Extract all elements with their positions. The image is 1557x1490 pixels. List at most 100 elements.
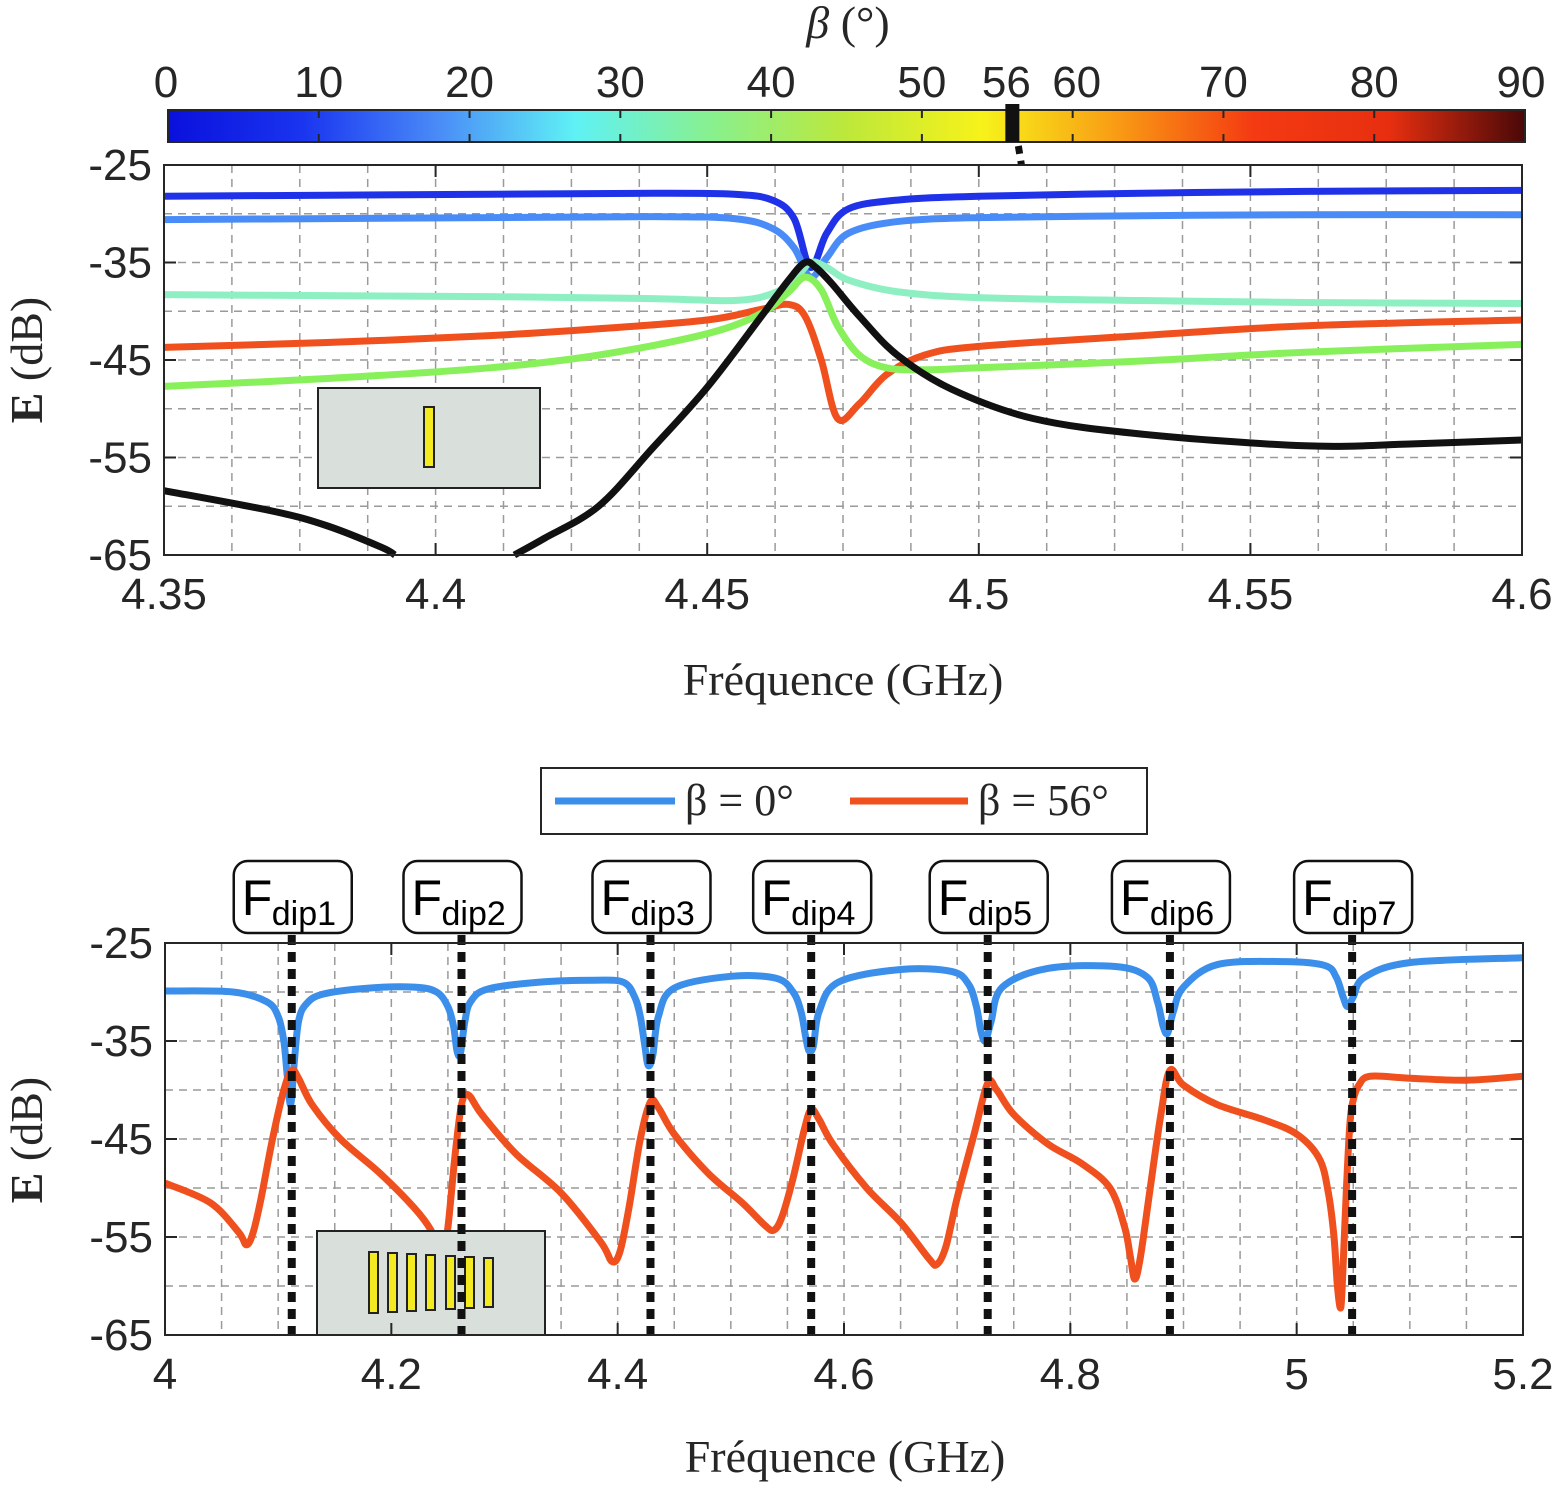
inset-element-3 [406, 1253, 417, 1312]
bottom-plot-inset [316, 1230, 546, 1336]
dip-label-main: F [938, 870, 969, 926]
dip-label-main: F [242, 870, 273, 926]
colorbar-tick-label-70: 70 [1199, 58, 1248, 107]
x-tick-label-4.8: 4.8 [1040, 1350, 1101, 1399]
dip-label-sub: dip6 [1150, 895, 1214, 933]
x-tick-label-4.5: 4.5 [948, 570, 1009, 619]
colorbar-tick-labels: 0 10 20 30 40 50 60 70 80 90 [154, 58, 1546, 107]
colorbar-title: β (°) [805, 0, 889, 48]
top-ylabel-bold: E [1, 393, 52, 424]
x-tick-label-4.2: 4.2 [361, 1350, 422, 1399]
top-plot-ylabel: E (dB) [1, 297, 52, 424]
bottom-plot-grid [165, 943, 1523, 1335]
series-line-5 [163, 487, 397, 559]
colorbar-title-unit: (°) [829, 0, 890, 48]
colorbar-gradient [167, 109, 1526, 143]
dip-label-sub: dip2 [441, 895, 505, 933]
y-tick-label--65: -65 [89, 1311, 153, 1360]
top-plot-xlabel: Fréquence (GHz) [683, 654, 1004, 705]
bottom-plot-xlabel: Fréquence (GHz) [685, 1431, 1006, 1482]
x-tick-label-4.6: 4.6 [813, 1350, 874, 1399]
top-plot-ticks: 4.35 4.4 4.45 4.5 4.55 4.6 -25 -35 -45 -55 -65 [88, 141, 1552, 619]
y-tick-label--45: -45 [88, 336, 152, 385]
y-tick-label--25: -25 [89, 919, 153, 968]
top-ylabel-rest: (dB) [1, 297, 52, 393]
series-line-0 [164, 954, 1524, 1109]
dip-label-box [1292, 859, 1414, 935]
inset-element-7 [483, 1257, 494, 1308]
dip-label-sub: dip7 [1332, 895, 1396, 933]
colorbar-tick-label-50: 50 [897, 58, 946, 107]
inset-element-4 [425, 1254, 436, 1311]
bottom-ylabel-bold: E [1, 1173, 52, 1204]
inset-element-5 [445, 1255, 456, 1310]
bottom-plot-ticks: 4 4.2 4.4 4.6 4.8 5 5.2 -25 -35 -45 -55 -65 [89, 919, 1553, 1399]
colorbar-marker-label: 56 [982, 58, 1031, 107]
x-tick-label-4.45: 4.45 [664, 570, 750, 619]
y-tick-label--45: -45 [89, 1115, 153, 1164]
colorbar: β (°) 0 10 20 30 40 50 60 70 80 90 56 [154, 0, 1546, 446]
colorbar-tick-label-40: 40 [747, 58, 796, 107]
top-plot-inset [317, 387, 541, 489]
colorbar-marker-56 [1005, 104, 1020, 142]
dip-label-box [751, 859, 873, 935]
colorbar-tick-label-90: 90 [1497, 58, 1546, 107]
series-line-1 [163, 1065, 1524, 1312]
x-tick-label-4.35: 4.35 [121, 570, 207, 619]
y-tick-label--35: -35 [89, 1017, 153, 1066]
x-tick-label-4: 4 [153, 1350, 177, 1399]
dip-label-box [232, 859, 353, 935]
dip-label-main: F [1120, 870, 1151, 926]
inset-element [423, 406, 435, 468]
y-tick-label--25: -25 [88, 141, 152, 190]
series-line-4 [163, 273, 1523, 390]
x-tick-label-4.55: 4.55 [1208, 570, 1294, 619]
dip-label-box [1110, 859, 1232, 935]
y-tick-label--55: -55 [88, 434, 152, 483]
colorbar-tick-label-0: 0 [154, 58, 178, 107]
dip-label-sub: dip3 [630, 895, 694, 933]
top-plot: 4.35 4.4 4.45 4.5 4.55 4.6 -25 -35 -45 -55 -65 Fré… [1, 141, 1553, 705]
dip-label-main: F [1302, 870, 1333, 926]
inset-element-6 [464, 1256, 475, 1309]
bottom-plot-ylabel: E (dB) [1, 1077, 52, 1204]
dip-label-box [591, 859, 712, 935]
bottom-plot-lines [163, 954, 1524, 1312]
dip-label-box [402, 859, 523, 935]
colorbar-tick-label-80: 80 [1350, 58, 1399, 107]
top-plot-lines [163, 186, 1523, 559]
dip-label-sub: dip1 [272, 895, 336, 933]
y-tick-label--65: -65 [88, 531, 152, 580]
colorbar-tick-label-60: 60 [1052, 58, 1101, 107]
dip-label-sub: dip4 [791, 895, 855, 933]
colorbar-tick-label-30: 30 [596, 58, 645, 107]
dip-label-main: F [600, 870, 631, 926]
x-tick-label-4.4: 4.4 [587, 1350, 648, 1399]
colorbar-ticks [167, 110, 1526, 142]
colorbar-tick-label-10: 10 [294, 58, 343, 107]
series-line-0 [163, 186, 1523, 271]
y-tick-label--55: -55 [89, 1213, 153, 1262]
y-tick-label--35: -35 [88, 239, 152, 288]
bottom-ylabel-rest: (dB) [1, 1077, 52, 1173]
dip-label-main: F [411, 870, 442, 926]
series-line-3 [163, 300, 1523, 424]
legend-label-beta0: β = 0° [685, 776, 794, 825]
x-tick-label-4.4: 4.4 [405, 570, 466, 619]
x-tick-label-5.2: 5.2 [1492, 1350, 1553, 1399]
inset-element-2 [387, 1252, 398, 1313]
legend-label-beta56: β = 56° [978, 776, 1109, 825]
dip-label-main: F [761, 870, 792, 926]
colorbar-title-symbol: β [805, 0, 829, 48]
x-tick-label-5: 5 [1284, 1350, 1308, 1399]
